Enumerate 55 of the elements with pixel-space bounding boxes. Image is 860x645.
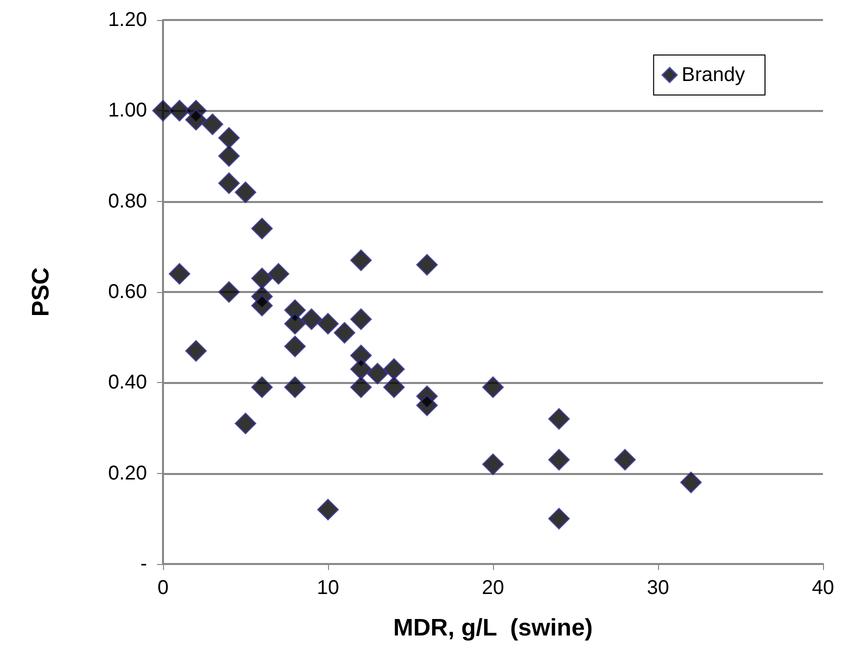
point: [185, 108, 207, 130]
point: [218, 145, 240, 167]
point: [234, 412, 256, 434]
point: [268, 263, 290, 285]
point: [350, 308, 372, 330]
point: [218, 127, 240, 149]
point: [482, 376, 504, 398]
y-tick-label: -: [140, 553, 147, 575]
x-axis-title: MDR, g/L (swine): [393, 614, 593, 642]
point: [482, 454, 504, 476]
point: [251, 218, 273, 240]
point: [383, 358, 405, 380]
point: [251, 268, 273, 290]
point: [614, 448, 636, 470]
y-tick-label: 0.40: [108, 372, 147, 394]
point: [548, 508, 570, 530]
x-tick-label: 0: [157, 577, 169, 599]
point: [284, 336, 306, 358]
point: [383, 376, 405, 398]
y-tick-label: 0.60: [108, 281, 147, 303]
point: [317, 498, 339, 520]
point: [350, 358, 372, 380]
point: [317, 312, 339, 334]
point: [251, 376, 273, 398]
point: [218, 281, 240, 303]
y-tick-label: 0.80: [108, 190, 147, 212]
x-tick-label: 10: [316, 577, 340, 599]
point: [416, 394, 438, 416]
y-tick-label: 1.20: [108, 9, 147, 31]
point: [284, 376, 306, 398]
point: [548, 408, 570, 430]
point: [168, 100, 190, 122]
point: [218, 172, 240, 194]
point: [152, 100, 174, 122]
point: [234, 182, 256, 204]
legend-label: Brandy: [682, 64, 746, 86]
x-tick-label: 20: [482, 577, 504, 599]
point: [334, 322, 356, 344]
point: [202, 114, 224, 136]
point: [168, 263, 190, 285]
point: [284, 312, 306, 334]
point: [350, 250, 372, 272]
point: [416, 254, 438, 276]
y-tick-label: 1.00: [108, 100, 147, 122]
y-tick-label: 0.20: [108, 462, 147, 484]
y-axis-title: PSC: [28, 267, 54, 317]
point: [680, 472, 702, 494]
point: [185, 340, 207, 362]
x-tick-label: 40: [812, 577, 834, 599]
x-tick-label: 30: [646, 577, 670, 599]
point: [300, 308, 322, 330]
point: [350, 376, 372, 398]
point: [366, 362, 388, 384]
point: [548, 448, 570, 470]
point: [251, 294, 273, 316]
